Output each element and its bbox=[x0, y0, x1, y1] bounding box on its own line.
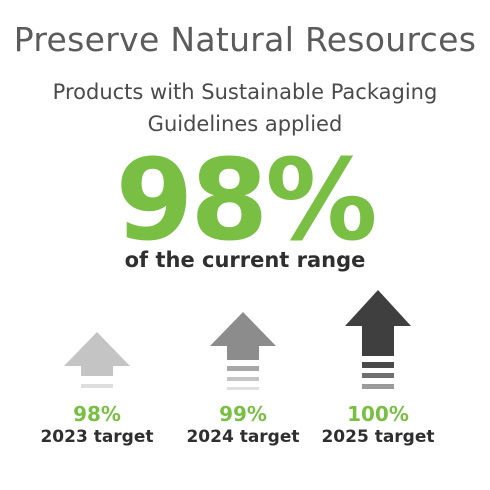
subtitle-line-1: Products with Sustainable Packaging bbox=[52, 80, 438, 104]
arrow-up-icon bbox=[345, 290, 411, 389]
target-2024: 99% 2024 target bbox=[163, 312, 323, 448]
target-value: 98% bbox=[73, 402, 121, 426]
arrow-up-icon bbox=[64, 332, 130, 388]
target-value: 100% bbox=[347, 402, 409, 426]
target-2023: 98% 2023 target bbox=[17, 332, 177, 448]
headline-caption: of the current range bbox=[124, 248, 366, 272]
arrow-up-icon bbox=[210, 312, 276, 390]
target-value: 99% bbox=[219, 402, 267, 426]
headline-percentage: 98% bbox=[115, 136, 377, 266]
target-label: 2025 target bbox=[321, 427, 435, 447]
page-title: Preserve Natural Resources bbox=[13, 20, 477, 59]
target-label: 2023 target bbox=[40, 427, 154, 447]
subtitle-line-2: Guidelines applied bbox=[147, 112, 343, 136]
target-label: 2024 target bbox=[186, 427, 300, 447]
target-2025: 100% 2025 target bbox=[298, 290, 458, 448]
